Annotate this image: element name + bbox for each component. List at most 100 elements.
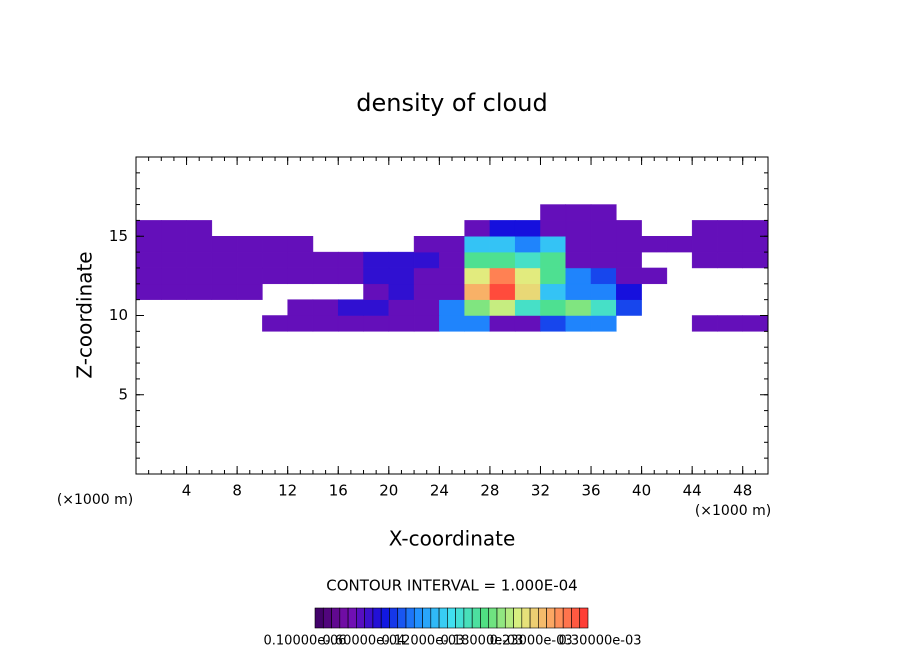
density-cell <box>313 236 338 252</box>
density-cell <box>414 220 439 236</box>
colorbar-swatch <box>471 607 481 629</box>
density-cell <box>161 283 187 300</box>
density-cell <box>691 315 718 332</box>
density-cell <box>187 205 212 221</box>
density-cell <box>313 205 338 221</box>
colorbar-swatch <box>413 607 423 629</box>
density-cell <box>691 220 718 237</box>
density-cell <box>236 236 263 253</box>
colorbar-swatch <box>571 607 581 629</box>
density-cell <box>287 251 314 269</box>
density-cell <box>641 267 668 285</box>
density-cell <box>186 251 213 269</box>
density-cell <box>161 236 187 253</box>
density-cell <box>212 205 237 221</box>
density-cell <box>288 284 313 300</box>
density-cell <box>389 205 414 221</box>
colorbar-swatch <box>513 607 523 629</box>
density-cell <box>565 236 592 253</box>
density-cell <box>262 315 288 332</box>
x-tick-label: 24 <box>430 482 449 500</box>
colorbar-swatch <box>422 607 432 629</box>
density-cell <box>590 299 617 316</box>
density-cell <box>186 220 213 237</box>
density-cell <box>691 251 718 269</box>
density-cell <box>642 220 667 236</box>
density-cell <box>692 284 717 300</box>
y-tick-label: 10 <box>109 306 128 324</box>
colorbar-swatch <box>356 607 365 629</box>
x-axis-label: X-coordinate <box>389 527 516 551</box>
density-cell <box>312 315 339 332</box>
density-cell <box>161 251 187 269</box>
density-cell <box>514 236 541 253</box>
x-tick-label: 48 <box>733 482 752 500</box>
density-cell <box>742 220 769 237</box>
colorbar-swatch <box>463 607 473 629</box>
density-cell <box>187 300 212 316</box>
density-cell <box>642 284 667 300</box>
y-tick-label: 15 <box>109 227 128 245</box>
density-cell <box>717 205 742 221</box>
density-cell <box>540 283 567 300</box>
density-cell <box>464 299 491 316</box>
density-cell <box>313 220 338 236</box>
density-cell <box>590 283 617 300</box>
density-cell <box>161 205 186 221</box>
x-tick-label: 4 <box>182 482 192 500</box>
density-cell <box>337 315 364 332</box>
density-cell <box>135 267 162 285</box>
density-cell <box>413 267 440 285</box>
density-cell <box>388 299 415 316</box>
density-cell <box>439 236 465 253</box>
density-cell <box>312 251 339 269</box>
density-cell <box>743 300 768 316</box>
density-cell <box>540 204 567 221</box>
density-cell <box>186 267 213 285</box>
colorbar-swatch <box>504 607 514 629</box>
density-cell <box>211 236 238 253</box>
colorbar-label: 0.30000e-03 <box>559 634 642 649</box>
density-cell <box>540 251 567 269</box>
density-cell <box>717 284 742 300</box>
density-cell <box>642 300 667 316</box>
density-cell <box>489 315 516 332</box>
colorbar-swatch <box>562 607 572 629</box>
density-cell <box>364 220 389 236</box>
density-cell <box>717 300 742 316</box>
density-cell <box>136 316 161 332</box>
density-cell <box>135 251 162 269</box>
x-tick-label: 32 <box>531 482 550 500</box>
colorbar-swatch <box>364 607 374 629</box>
density-cell <box>439 251 465 269</box>
density-cell <box>363 315 390 332</box>
colorbar-swatch <box>438 607 448 629</box>
x-tick-label: 8 <box>232 482 242 500</box>
density-cell <box>691 236 718 253</box>
density-cell <box>742 236 769 253</box>
density-cell <box>338 236 363 252</box>
density-cell <box>742 251 769 269</box>
density-cell <box>262 267 288 285</box>
density-cell <box>337 267 364 285</box>
density-cell <box>641 236 668 253</box>
density-cell <box>692 300 717 316</box>
x-tick-label: 44 <box>683 482 702 500</box>
colorbar-label: 0.60000e-04 <box>322 634 405 649</box>
density-cell <box>692 268 717 284</box>
density-cell <box>439 315 465 332</box>
density-cell <box>667 268 692 284</box>
x-tick-label: 28 <box>480 482 499 500</box>
density-cell <box>465 205 490 221</box>
x-tick-label: 20 <box>379 482 398 500</box>
density-cell <box>616 251 642 269</box>
x-unit: (×1000 m) <box>695 503 771 519</box>
density-cell <box>388 251 415 269</box>
density-cell <box>212 316 237 332</box>
density-cell <box>666 236 693 253</box>
density-cell <box>363 299 390 316</box>
density-cell <box>364 236 389 252</box>
density-cell <box>338 205 363 221</box>
density-cell <box>413 299 440 316</box>
density-cell <box>439 299 465 316</box>
